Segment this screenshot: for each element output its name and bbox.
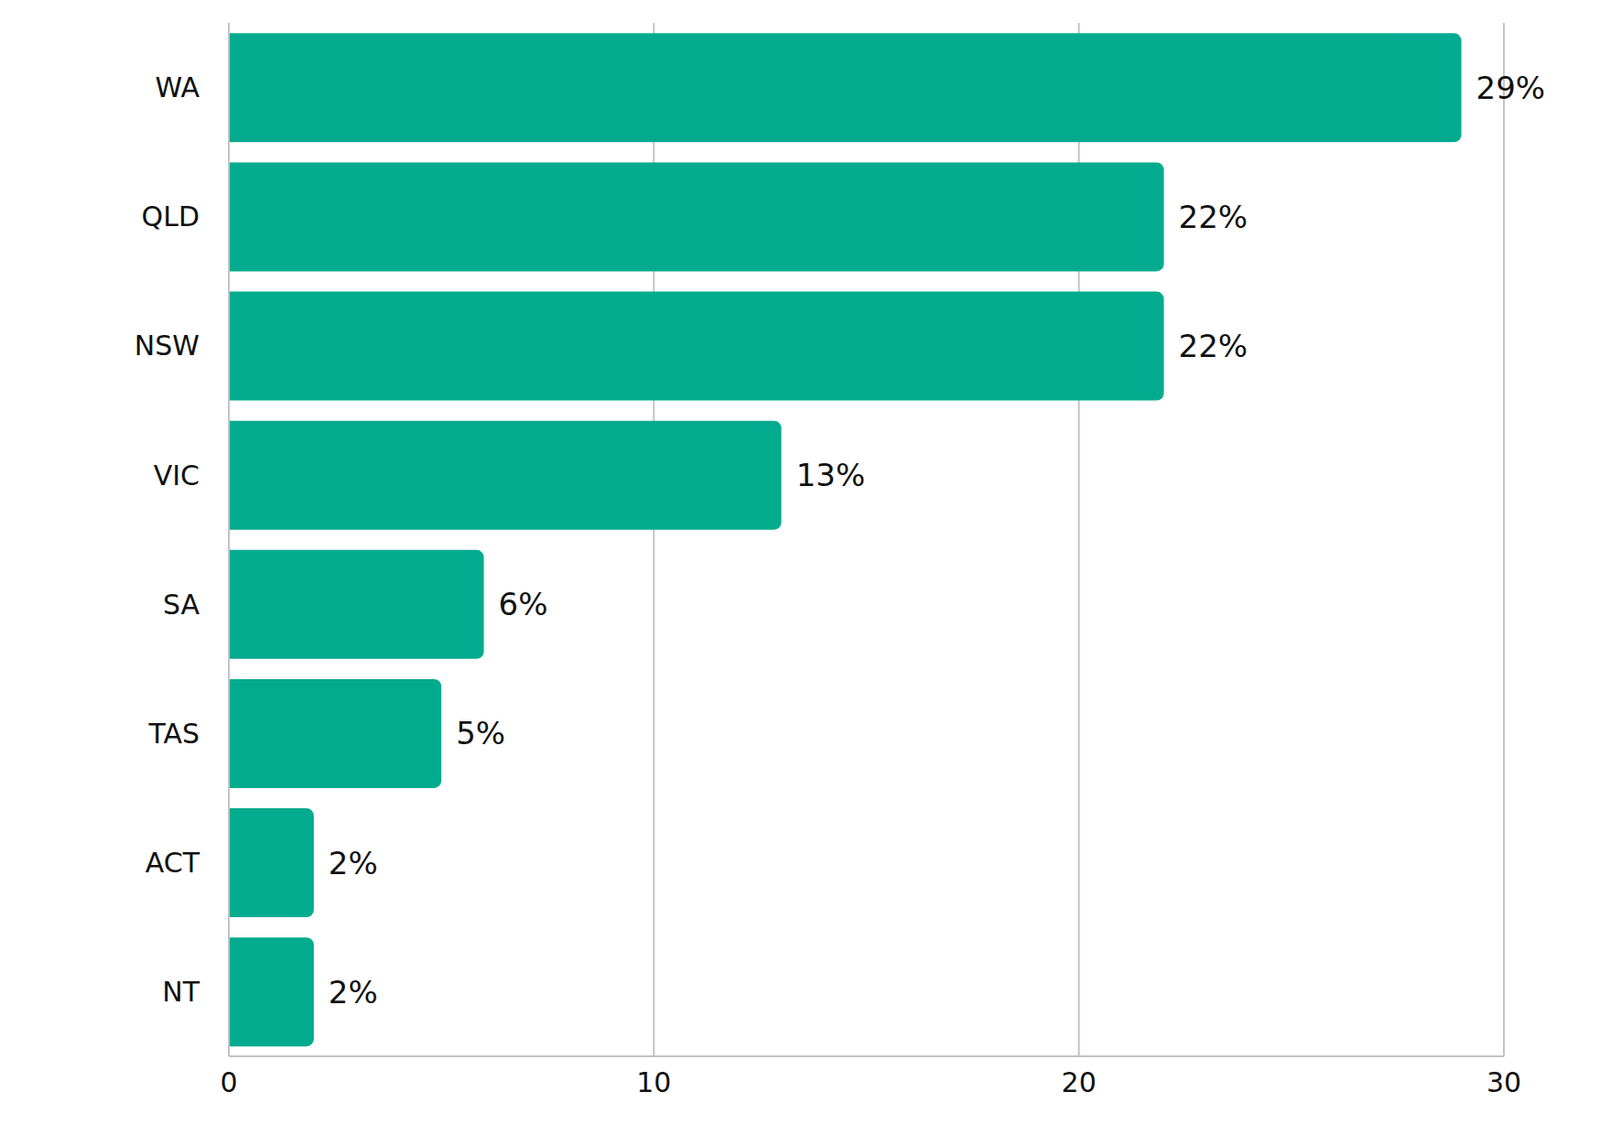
svg-text:30: 30 <box>1486 1066 1522 1099</box>
svg-text:2%: 2% <box>328 973 379 1011</box>
svg-text:6%: 6% <box>498 585 549 623</box>
svg-text:10: 10 <box>636 1066 671 1099</box>
svg-text:TAS: TAS <box>147 717 200 750</box>
svg-text:ACT: ACT <box>145 846 201 879</box>
svg-text:22%: 22% <box>1178 327 1249 365</box>
svg-text:NT: NT <box>162 975 200 1008</box>
svg-text:22%: 22% <box>1178 198 1249 236</box>
svg-text:20: 20 <box>1061 1066 1097 1099</box>
svg-text:2%: 2% <box>328 844 379 882</box>
svg-text:SA: SA <box>162 588 201 621</box>
svg-text:VIC: VIC <box>153 459 200 492</box>
svg-text:QLD: QLD <box>141 200 200 233</box>
svg-text:WA: WA <box>154 71 200 104</box>
svg-text:13%: 13% <box>796 456 866 494</box>
svg-text:5%: 5% <box>455 714 506 752</box>
svg-text:0: 0 <box>219 1066 238 1099</box>
svg-text:29%: 29% <box>1476 69 1546 107</box>
svg-text:NSW: NSW <box>134 329 200 362</box>
